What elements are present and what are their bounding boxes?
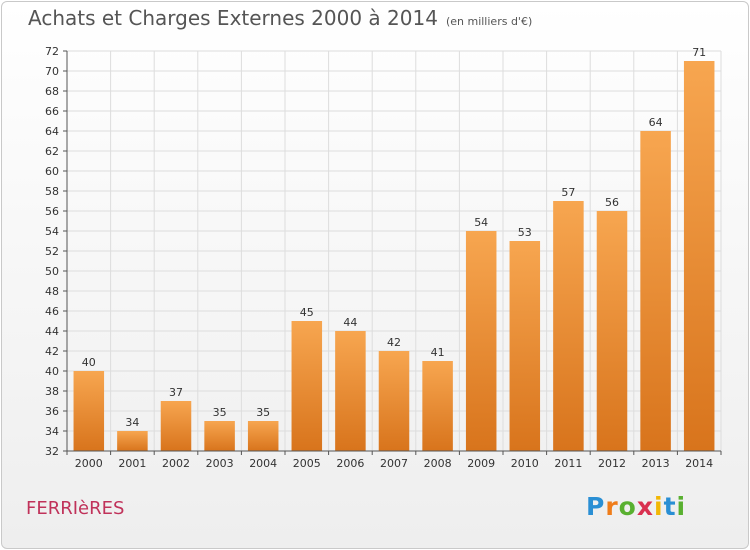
x-tick-label: 2002 <box>162 457 190 470</box>
x-tick-label: 2008 <box>424 457 452 470</box>
bar-2005 <box>291 321 323 451</box>
chart-title: Achats et Charges Externes 2000 à 2014 (e… <box>28 6 533 30</box>
data-label: 56 <box>605 196 619 209</box>
logo-letter: i <box>654 492 664 521</box>
y-tick-label: 64 <box>45 125 59 138</box>
y-tick-label: 44 <box>45 325 59 338</box>
axes: 32 34 36 38 40 42 44 46 48 50 52 54 56 58 60 62 64 66 68 70… <box>45 45 722 470</box>
bar-2002 <box>160 401 192 451</box>
logo-letter: i <box>676 492 687 521</box>
data-label: 37 <box>169 386 183 399</box>
data-label: 44 <box>343 316 357 329</box>
bar-2000 <box>73 371 105 451</box>
bar-2010 <box>509 241 541 451</box>
bar-2006 <box>335 331 366 451</box>
bar-2014 <box>683 61 715 451</box>
data-label: 42 <box>387 336 401 349</box>
y-tick-label: 66 <box>45 105 59 118</box>
y-tick-label: 68 <box>45 85 59 98</box>
y-tick-label: 48 <box>45 285 59 298</box>
y-tick-label: 38 <box>45 385 59 398</box>
y-tick-label: 60 <box>45 165 59 178</box>
x-tick-label: 2000 <box>75 457 103 470</box>
y-tick-label: 40 <box>45 365 59 378</box>
bar-2003 <box>204 421 235 451</box>
bars: 40 34 37 35 35 45 44 42 41 54 53 57 56 64 71 <box>73 46 715 451</box>
x-tick-label: 2006 <box>336 457 364 470</box>
chart-subtitle: (en milliers d'€) <box>445 15 533 28</box>
logo-letter: P <box>586 492 606 521</box>
x-tick-label: 2010 <box>511 457 539 470</box>
y-tick-label: 46 <box>45 305 59 318</box>
x-tick-label: 2013 <box>642 457 670 470</box>
bar-2001 <box>117 431 148 451</box>
bar-2009 <box>465 231 497 451</box>
x-tick-label: 2003 <box>206 457 234 470</box>
y-tick-label: 42 <box>45 345 59 358</box>
logo-letter: t <box>663 492 677 521</box>
x-tick-label: 2007 <box>380 457 408 470</box>
logo-letter: o <box>618 492 637 521</box>
y-tick-label: 58 <box>45 185 59 198</box>
x-tick-label: 2012 <box>598 457 626 470</box>
x-tick-label: 2009 <box>467 457 495 470</box>
logo-letter: r <box>605 492 619 521</box>
y-tick-label: 62 <box>45 145 59 158</box>
bar-2004 <box>247 421 279 451</box>
y-tick-label: 52 <box>45 245 59 258</box>
data-label: 64 <box>649 116 663 129</box>
y-tick-label: 34 <box>45 425 59 438</box>
logo-letter: x <box>636 492 654 521</box>
x-tick-label: 2004 <box>249 457 277 470</box>
y-tick-label: 70 <box>45 65 59 78</box>
place-name: FERRIèRES <box>26 498 125 519</box>
bar-2007 <box>378 351 410 451</box>
data-label: 35 <box>256 406 270 419</box>
y-tick-label: 54 <box>45 225 59 238</box>
bar-2011 <box>553 201 584 451</box>
y-tick-label: 72 <box>45 45 59 58</box>
x-tick-label: 2011 <box>554 457 582 470</box>
proxiti-logo: Proxiti <box>586 492 686 521</box>
data-label: 34 <box>125 416 139 429</box>
data-label: 54 <box>474 216 488 229</box>
bar-2008 <box>422 361 453 451</box>
x-tick-label: 2001 <box>118 457 146 470</box>
bar-2013 <box>640 131 671 451</box>
y-tick-label: 32 <box>45 445 59 458</box>
data-label: 71 <box>692 46 706 59</box>
y-tick-label: 50 <box>45 265 59 278</box>
data-label: 53 <box>518 226 532 239</box>
x-tick-label: 2005 <box>293 457 321 470</box>
data-label: 45 <box>300 306 314 319</box>
data-label: 57 <box>561 186 575 199</box>
y-tick-label: 56 <box>45 205 59 218</box>
bar-2012 <box>596 211 628 451</box>
data-label: 41 <box>431 346 445 359</box>
data-label: 40 <box>82 356 96 369</box>
y-tick-label: 36 <box>45 405 59 418</box>
x-tick-label: 2014 <box>685 457 713 470</box>
data-label: 35 <box>213 406 227 419</box>
